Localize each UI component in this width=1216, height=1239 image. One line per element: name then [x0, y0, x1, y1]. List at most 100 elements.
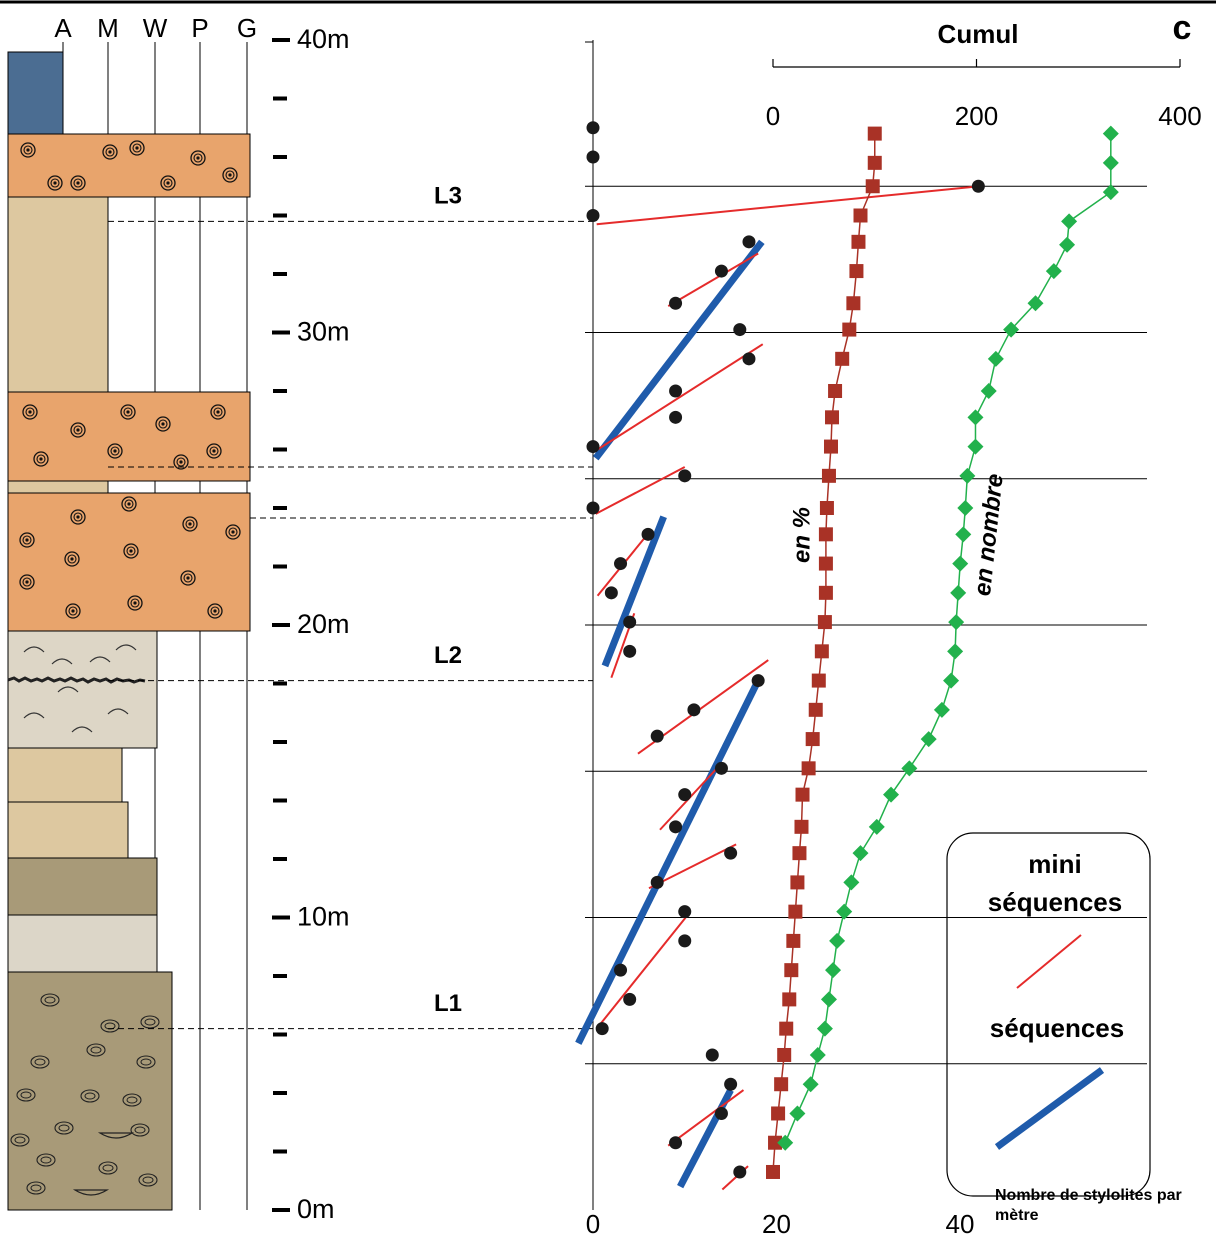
marker — [846, 296, 861, 311]
ooid — [193, 153, 203, 163]
marker — [819, 501, 834, 515]
y-tick-label: 0m — [297, 1194, 335, 1224]
ooid — [39, 457, 43, 461]
ooid — [123, 407, 133, 417]
ooid — [129, 140, 145, 156]
marker — [829, 932, 846, 949]
fossil — [130, 1123, 150, 1137]
series-label: en nombre — [969, 472, 1009, 597]
legend-box — [946, 832, 1151, 1197]
marker — [1102, 125, 1119, 142]
ooid — [110, 446, 120, 456]
ooid — [25, 580, 29, 584]
data-point — [595, 1022, 609, 1036]
ooid — [121, 496, 137, 512]
fossil — [58, 1124, 70, 1132]
marker — [957, 500, 974, 516]
marker — [987, 350, 1004, 367]
fossil — [86, 1043, 106, 1057]
marker — [825, 410, 840, 425]
legend-label: séquences — [989, 1013, 1125, 1043]
data-point — [724, 1077, 738, 1091]
marker — [952, 555, 969, 572]
data-point — [687, 703, 701, 717]
marker — [789, 1105, 806, 1122]
marker — [823, 439, 838, 454]
data-point — [742, 352, 756, 366]
marker — [933, 701, 950, 718]
marker — [849, 264, 864, 279]
marker — [1027, 295, 1044, 312]
y-tick-label: 30m — [297, 317, 350, 347]
data-point — [586, 209, 600, 222]
data-point — [678, 788, 692, 802]
fossil — [34, 1058, 46, 1066]
fossil — [140, 1058, 152, 1066]
marker — [788, 904, 803, 919]
data-point — [641, 527, 655, 541]
ooid — [188, 522, 192, 526]
top-tick-label: 400 — [1158, 101, 1201, 131]
ooid — [225, 524, 241, 540]
data-point — [678, 469, 692, 483]
data-point — [650, 729, 664, 743]
marker — [794, 819, 809, 834]
layer — [7, 492, 251, 632]
fossil — [26, 1181, 46, 1195]
ooid — [50, 178, 60, 188]
level-label: L1 — [434, 990, 462, 1017]
marker — [821, 468, 836, 483]
ooid — [212, 449, 216, 453]
mini-sequence-line — [595, 466, 686, 515]
marker — [809, 1046, 826, 1063]
ooid — [102, 144, 118, 160]
fossil-symbols — [10, 993, 160, 1196]
layer — [7, 914, 158, 973]
fossil — [140, 1015, 160, 1029]
x-tick-label: 20 — [762, 1209, 791, 1239]
ooid — [124, 499, 134, 509]
marker — [835, 351, 850, 366]
ooid — [70, 175, 86, 191]
ooid — [210, 404, 226, 420]
mini-sequence-line — [659, 761, 724, 831]
sequence-line — [592, 239, 765, 461]
fossil — [84, 1092, 96, 1100]
layer — [7, 133, 251, 198]
marker — [883, 786, 900, 803]
mini-sequence-line — [667, 252, 759, 308]
marker — [817, 615, 832, 630]
marker — [843, 874, 860, 891]
data-point — [586, 150, 600, 164]
marker — [818, 527, 833, 542]
layer — [7, 630, 158, 749]
fossil — [20, 1091, 32, 1099]
ooid — [173, 454, 189, 470]
ooid — [73, 512, 83, 522]
ooid — [207, 603, 223, 619]
ooid — [182, 516, 198, 532]
marker — [790, 875, 805, 890]
marker — [943, 672, 960, 689]
marker — [808, 702, 823, 717]
data-point — [669, 820, 683, 834]
ooid — [123, 543, 139, 559]
data-point — [669, 296, 683, 310]
marker — [852, 845, 869, 862]
marker — [828, 384, 843, 398]
ooid — [228, 527, 238, 537]
fossil — [90, 1046, 102, 1054]
top-axis-title: Cumul — [938, 19, 1019, 49]
marker — [814, 644, 829, 659]
sequence-line — [575, 679, 762, 1045]
fossil — [122, 1093, 142, 1107]
column-header: P — [191, 13, 208, 43]
ooid — [73, 425, 83, 435]
marker — [784, 963, 799, 978]
lamination-marks — [23, 644, 137, 733]
x-tick-label: 40 — [946, 1209, 975, 1239]
fossil — [80, 1089, 100, 1103]
marker — [980, 383, 997, 399]
